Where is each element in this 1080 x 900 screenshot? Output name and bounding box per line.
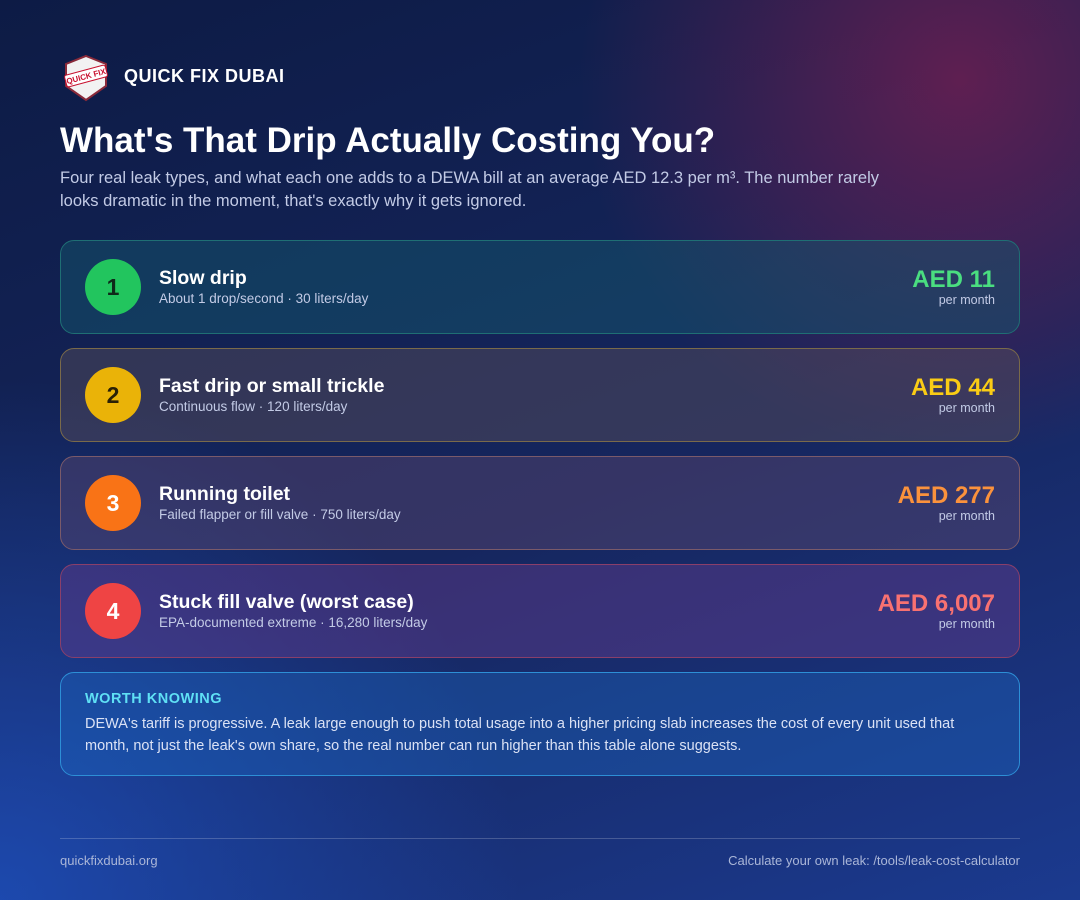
leak-name: Fast drip or small trickle [159,375,385,397]
cost-period: per month [938,509,995,523]
leak-detail: About 1 drop/second · 30 liters/day [159,291,369,306]
leak-card: 2 Fast drip or small trickle Continuous fl… [60,348,1020,442]
leak-name: Slow drip [159,267,247,289]
subtitle: Four real leak types, and what each one … [60,169,880,210]
leak-detail: Failed flapper or fill valve · 750 liter… [159,507,401,522]
leak-card: 4 Stuck fill valve (worst case) EPA-docume… [60,564,1020,658]
cost-period: per month [938,617,995,631]
leak-card: 3 Running toilet Failed flapper or fill va… [60,456,1020,550]
leak-detail: Continuous flow · 120 liters/day [159,399,348,414]
footer-right: Calculate your own leak: /tools/leak-cos… [728,853,1020,868]
footer-left: quickfixdubai.org [60,853,158,868]
rank-badge: 4 [85,583,141,639]
leak-cost: AED 277 [897,482,995,509]
leak-name: Stuck fill valve (worst case) [159,591,414,613]
logo-band [64,64,108,88]
note: WORTH KNOWING DEWA's tariff is progressi… [60,672,1020,776]
note-text: DEWA's tariff is progressive. A leak lar… [85,716,955,754]
rank-badge: 1 [85,259,141,315]
leak-card: 1 Slow drip About 1 drop/second · 30 liter… [60,240,1020,334]
title: What's That Drip Actually Costing You? [60,121,716,160]
note-heading: WORTH KNOWING [85,691,222,707]
logo: QUICK FIX [64,54,108,102]
leak-detail: EPA-documented extreme · 16,280 liters/d… [159,615,428,630]
leak-cost: AED 44 [910,374,995,401]
rank-badge: 3 [85,475,141,531]
leak-cost: AED 11 [912,266,995,293]
brand: QUICK FIX DUBAI [124,66,285,86]
rank-badge: 2 [85,367,141,423]
divider [60,838,1020,839]
cost-period: per month [938,401,995,415]
leak-cost: AED 6,007 [877,590,995,617]
cost-period: per month [938,293,995,307]
leak-name: Running toilet [159,483,291,505]
